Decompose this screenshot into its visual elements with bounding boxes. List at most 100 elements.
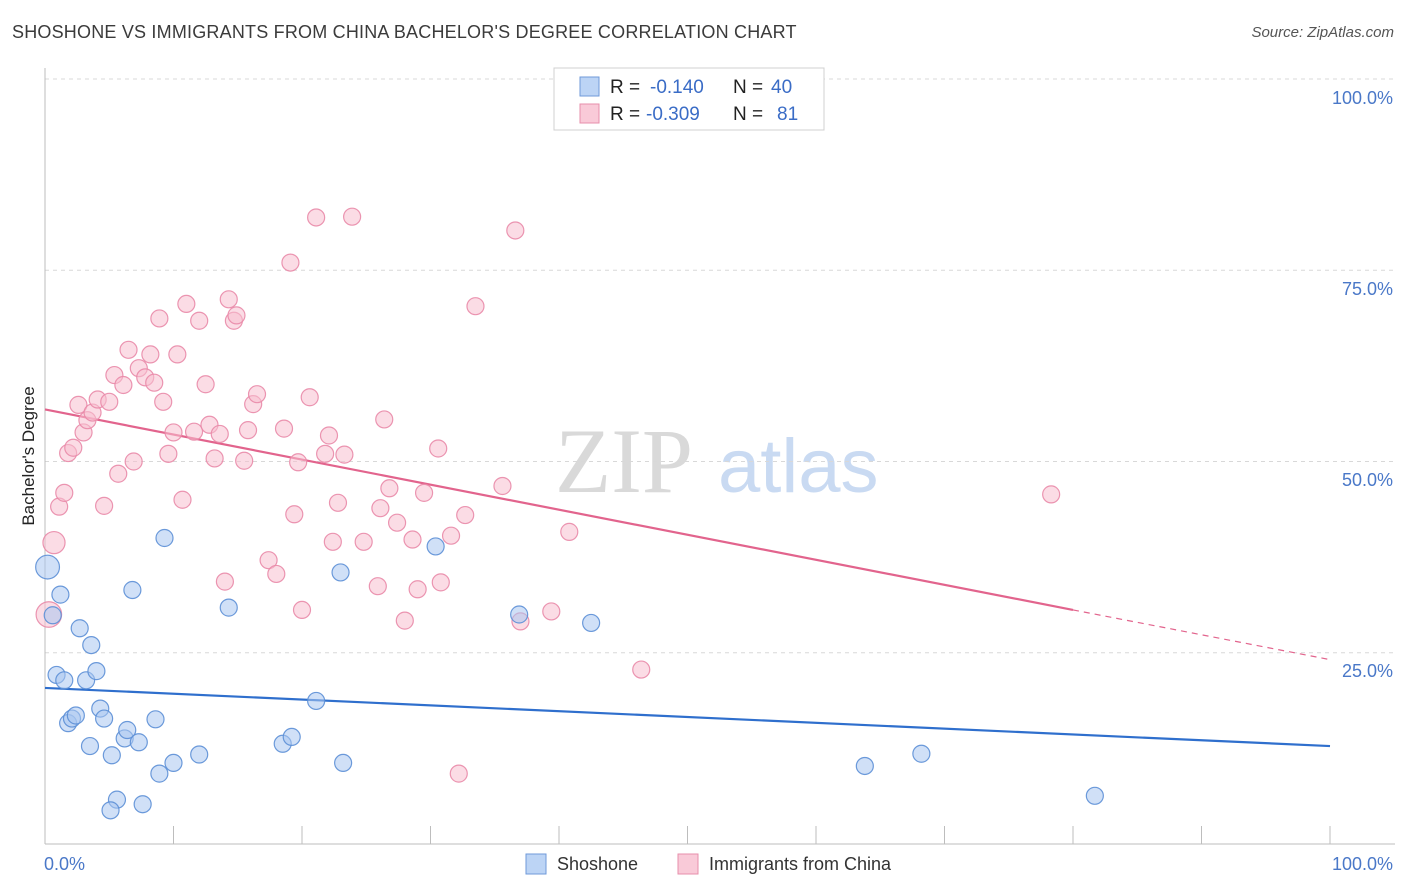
shoshone-point <box>426 537 445 556</box>
legend-r-label: R = <box>610 77 640 98</box>
x-tick-label-min: 0.0% <box>44 854 85 874</box>
china-point <box>173 490 192 509</box>
china-point <box>205 449 224 468</box>
china-point <box>285 505 304 524</box>
shoshone-point <box>1085 786 1104 805</box>
shoshone-point <box>150 764 169 783</box>
y-tick-label: 100.0% <box>1332 88 1393 108</box>
china-point <box>307 208 326 227</box>
x-tick-label-max: 100.0% <box>1332 854 1393 874</box>
shoshone-point <box>101 801 120 820</box>
shoshone-point <box>51 585 70 604</box>
china-point <box>387 513 407 532</box>
shoshone-point <box>66 706 85 725</box>
shoshone-point <box>146 710 165 729</box>
china-point <box>354 532 373 551</box>
china-point <box>215 572 234 591</box>
china-point <box>292 600 312 620</box>
china-point <box>343 207 362 226</box>
china-point <box>335 445 354 464</box>
shoshone-point <box>123 580 142 600</box>
shoshone-point <box>282 727 301 747</box>
shoshone-point <box>118 720 137 740</box>
china-point <box>371 499 390 518</box>
china-point <box>219 290 238 309</box>
trend-line-china-extension <box>1072 609 1331 661</box>
source-credit: Source: ZipAtlas.com <box>1251 24 1394 41</box>
shoshone-point <box>331 563 350 582</box>
china-point <box>42 530 66 555</box>
y-tick-label: 50.0% <box>1342 470 1393 490</box>
china-point <box>210 424 229 444</box>
watermark-atlas: atlas <box>718 424 879 509</box>
china-point <box>1042 485 1061 504</box>
shoshone-point <box>70 619 89 638</box>
shoshone-point <box>334 753 353 773</box>
china-point <box>542 602 561 621</box>
china-point <box>395 611 414 630</box>
shoshone-point <box>855 756 874 776</box>
china-point <box>247 385 267 404</box>
china-point <box>184 422 204 441</box>
china-point <box>190 311 209 330</box>
china-point <box>150 309 169 328</box>
china-point <box>414 483 434 502</box>
shoshone-point <box>102 746 121 765</box>
china-point <box>119 340 138 359</box>
shoshone-point <box>35 554 61 580</box>
legend-n-value: 40 <box>771 77 792 98</box>
series-shoshone <box>35 528 1104 820</box>
china-point <box>456 505 475 525</box>
legend-r-value: -0.309 <box>646 104 700 125</box>
shoshone-point <box>164 753 183 773</box>
legend-n-value: 81 <box>777 104 798 125</box>
legend-swatch-china <box>677 853 699 875</box>
china-point <box>164 423 183 442</box>
china-point <box>375 410 394 429</box>
china-point <box>300 388 319 407</box>
china-point <box>380 479 399 498</box>
trend-line-shoshone <box>44 686 1331 748</box>
shoshone-point <box>510 605 529 624</box>
shoshone-point <box>82 635 101 655</box>
china-point <box>493 476 512 496</box>
shoshone-point <box>55 671 74 690</box>
shoshone-point <box>95 709 114 728</box>
legend-swatch-shoshone <box>579 76 600 97</box>
shoshone-point <box>43 606 62 625</box>
shoshone-point <box>87 662 106 681</box>
trend-line-china <box>44 408 1074 611</box>
legend-swatch-china <box>579 103 600 124</box>
china-point <box>560 522 579 541</box>
shoshone-point <box>80 736 100 756</box>
legend-label-china: Immigrants from China <box>709 854 892 874</box>
shoshone-point <box>912 744 931 763</box>
china-point <box>159 444 178 463</box>
china-point <box>466 297 485 316</box>
china-point <box>55 483 74 502</box>
shoshone-point <box>155 528 174 548</box>
china-point <box>238 421 258 440</box>
shoshone-point <box>190 745 209 764</box>
china-point <box>114 375 133 395</box>
china-point <box>64 438 83 457</box>
china-point <box>323 532 342 551</box>
china-point <box>100 392 119 411</box>
china-point <box>227 306 246 325</box>
china-point <box>319 426 339 445</box>
china-point <box>431 573 450 592</box>
chart-title: SHOSHONE VS IMMIGRANTS FROM CHINA BACHEL… <box>12 22 797 42</box>
china-point <box>403 530 422 549</box>
y-axis-title: Bachelor's Degree <box>19 386 38 525</box>
china-point <box>429 439 448 458</box>
china-point <box>289 453 308 472</box>
gridlines <box>45 78 1395 654</box>
trend-lines <box>44 408 1331 748</box>
legend-label-shoshone: Shoshone <box>557 854 638 874</box>
china-point <box>328 493 348 512</box>
china-point <box>145 373 164 392</box>
y-tick-label: 75.0% <box>1342 279 1393 299</box>
china-point <box>235 451 254 470</box>
china-point <box>506 221 525 240</box>
